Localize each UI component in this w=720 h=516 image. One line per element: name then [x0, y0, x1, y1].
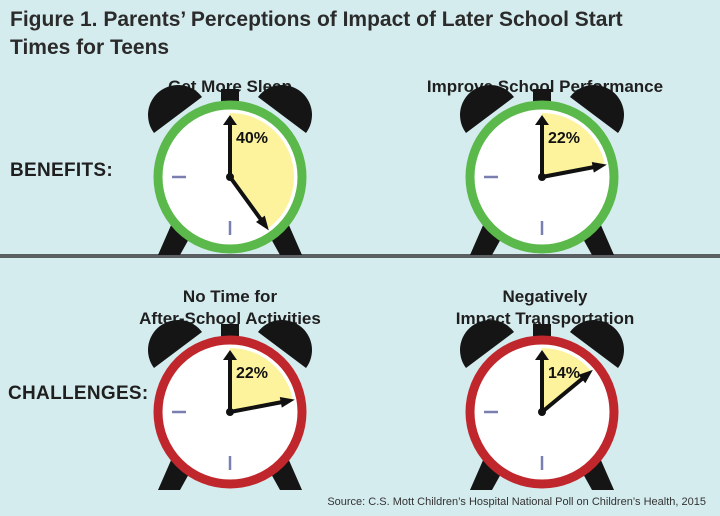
arrowhead-end-icon — [256, 215, 269, 231]
arrowhead-start-icon — [535, 115, 549, 125]
arrowhead-end-icon — [578, 369, 593, 384]
challenges-row-label: CHALLENGES: — [8, 383, 149, 404]
arrowhead-start-icon — [535, 350, 549, 360]
clock-hub — [226, 173, 234, 181]
value-wedge — [230, 113, 295, 229]
arrowhead-end-icon — [591, 161, 607, 173]
source-note: Source: C.S. Mott Children’s Hospital Na… — [327, 496, 706, 508]
clock-hub — [538, 408, 546, 416]
hand-end — [229, 399, 288, 414]
bell-left-icon — [148, 85, 202, 133]
hand-end — [228, 175, 266, 226]
bell-right-icon — [570, 320, 624, 368]
clock-hub — [226, 408, 234, 416]
clock-ring — [465, 100, 619, 254]
arrowhead-start-icon — [223, 115, 237, 125]
bell-left-icon — [460, 320, 514, 368]
value-label: 22% — [548, 130, 580, 147]
clock-stem-icon — [533, 324, 551, 338]
clock-ring — [465, 335, 619, 489]
bell-right-icon — [570, 85, 624, 133]
value-label: 40% — [236, 130, 268, 147]
clock-caption-activities: No Time for After-School Activities — [139, 287, 321, 328]
value-wedge — [542, 348, 592, 412]
hand-end — [540, 373, 588, 414]
clock-activities: 22% — [148, 320, 312, 490]
bell-right-icon — [258, 320, 312, 368]
clock-stem-icon — [221, 89, 239, 103]
section-divider — [0, 254, 720, 258]
bell-left-icon — [460, 85, 514, 133]
clock-performance: 22% — [460, 85, 624, 255]
value-wedge — [230, 348, 293, 412]
value-label: 14% — [548, 365, 580, 382]
clock-ring — [153, 335, 307, 489]
bell-right-icon — [258, 85, 312, 133]
value-label: 22% — [236, 365, 268, 382]
figure-title: Figure 1. Parents’ Perceptions of Impact… — [10, 8, 623, 59]
clock-stem-icon — [533, 89, 551, 103]
bell-left-icon — [148, 320, 202, 368]
clock-hub — [538, 173, 546, 181]
arrowhead-start-icon — [223, 350, 237, 360]
clock-ring — [153, 100, 307, 254]
clock-sleep: 40% — [148, 85, 312, 255]
clock-transportation: 14% — [460, 320, 624, 490]
arrowhead-end-icon — [279, 396, 295, 408]
hand-end — [541, 164, 600, 179]
value-wedge — [542, 113, 605, 177]
benefits-row-label: BENEFITS: — [10, 160, 113, 181]
clock-stem-icon — [221, 324, 239, 338]
